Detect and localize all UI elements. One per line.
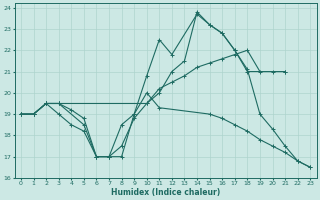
X-axis label: Humidex (Indice chaleur): Humidex (Indice chaleur) xyxy=(111,188,220,197)
